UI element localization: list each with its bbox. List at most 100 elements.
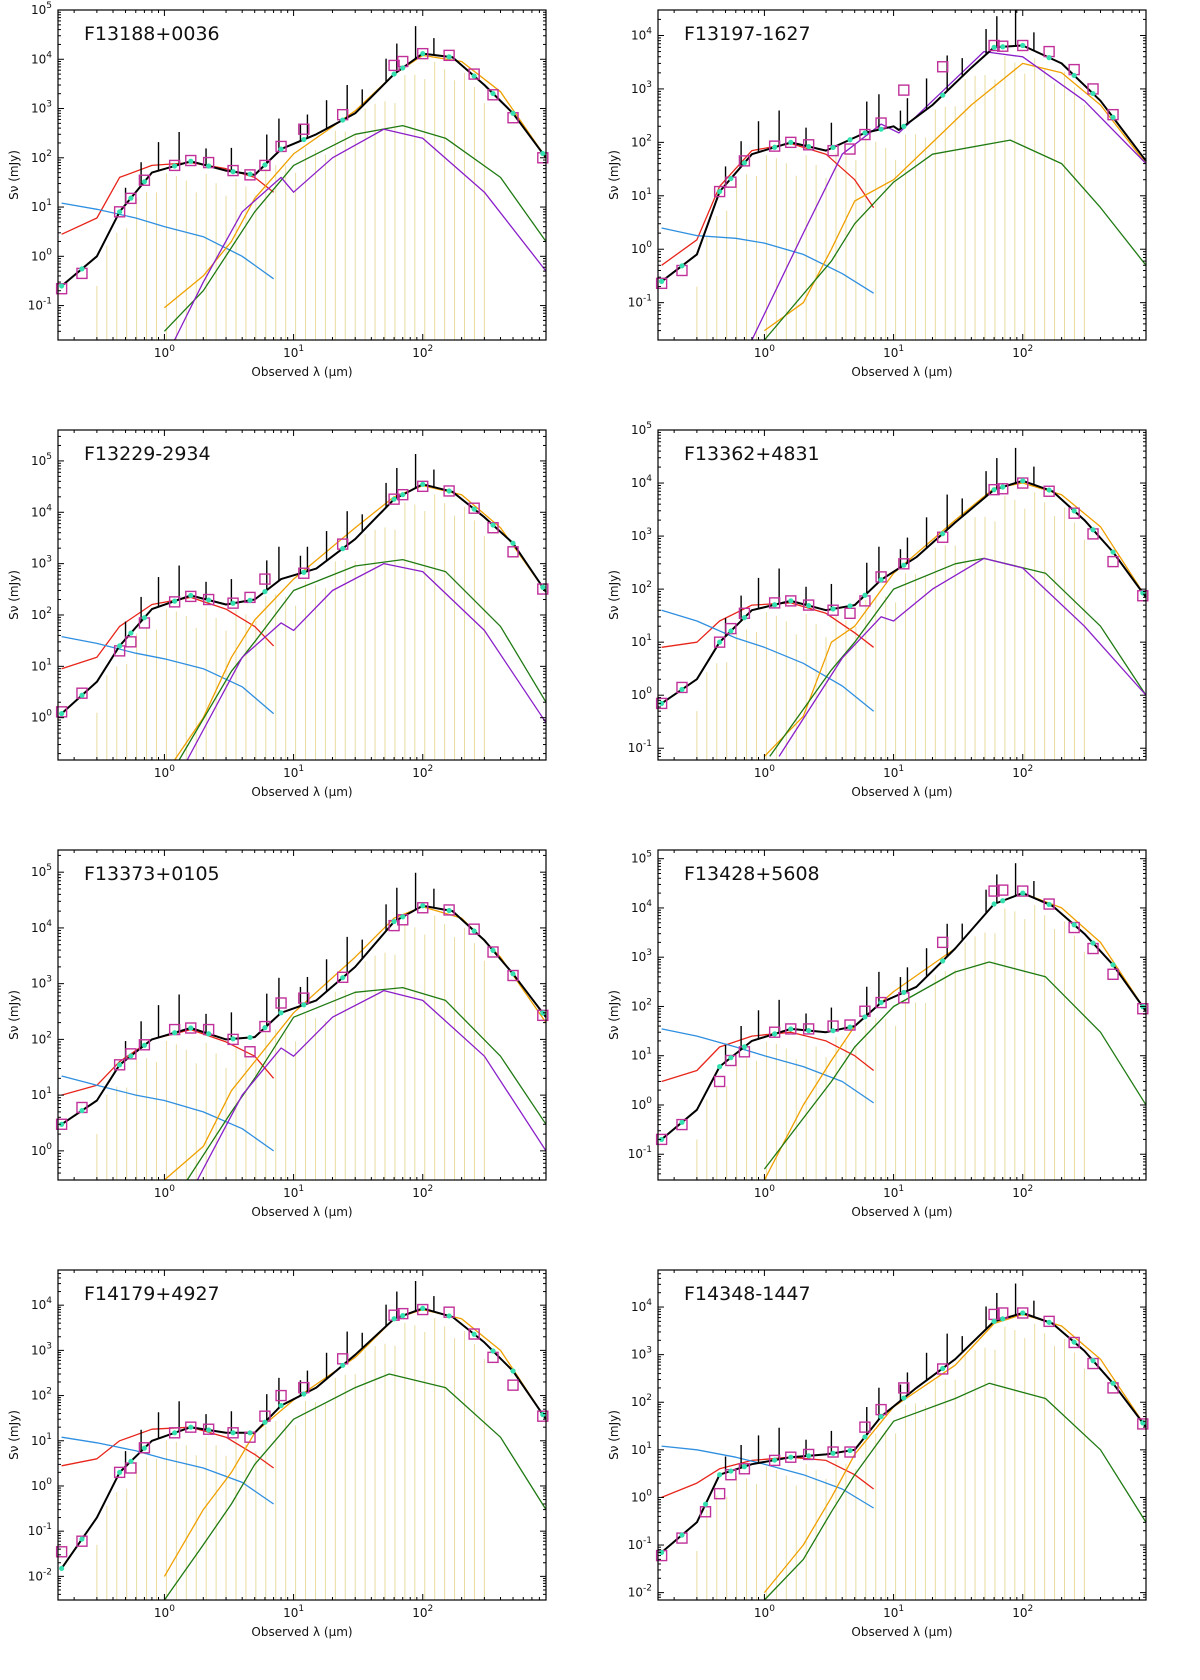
photometry-model-dot	[1110, 549, 1116, 555]
x-tick-label: 100	[154, 344, 175, 360]
emission-line-forest	[96, 1317, 485, 1600]
sed-panel: 100 101 102 10-2 10-1 100 101 102 103 104 Observed…	[600, 1260, 1200, 1680]
x-tick-label: 100	[754, 764, 775, 780]
photometry-box	[768, 1454, 781, 1467]
x-axis-label: Observed λ (μm)	[851, 1625, 952, 1639]
photometry-model-dot	[128, 630, 134, 636]
photometry-model-dot	[788, 1026, 794, 1032]
photometry-model-dot	[128, 1458, 134, 1464]
photometry-model-dot	[788, 139, 794, 145]
photometry-box	[713, 1487, 726, 1500]
photometry-model-dot	[391, 496, 397, 502]
photometry-box	[875, 996, 887, 1009]
photometry-box	[936, 61, 949, 73]
photometry-model-dot	[278, 146, 284, 152]
y-tick-label: 100	[31, 1477, 52, 1493]
photometry-box	[125, 1048, 137, 1060]
photometry-model-dot	[446, 488, 452, 494]
photometry-model-dot	[901, 123, 907, 130]
photometry-model-dot	[206, 1031, 212, 1037]
y-tick-label: 105	[631, 850, 652, 866]
y-tick-label: 102	[31, 1387, 52, 1403]
y-tick-label: 102	[631, 580, 652, 596]
photometry-model-dot	[728, 628, 734, 634]
photometry-model-dot	[830, 1028, 836, 1034]
photometry-model-dot	[141, 1445, 148, 1451]
y-tick-label: 101	[31, 198, 52, 214]
y-tick-label: 102	[31, 1030, 52, 1046]
sed-chart-svg: 100 101 102 10-1 100 101 102 103 104 105 Observed …	[607, 849, 1149, 1219]
photometry-model-dot	[391, 918, 397, 925]
photometry-model-dot	[420, 1305, 426, 1311]
y-tick-label: 105	[31, 1, 52, 17]
photometry-model-dot	[141, 1042, 148, 1048]
photometry-model-dot	[278, 1010, 284, 1016]
y-tick-label: 101	[631, 1047, 652, 1063]
photometry-box	[988, 39, 1000, 52]
plot-frame	[57, 849, 547, 1181]
plot-frame	[57, 429, 547, 761]
sed-panel: 100 101 102 100 101 102 103 104 105 Observed λ (μ…	[0, 840, 600, 1260]
photometry-model-dot	[728, 1055, 734, 1061]
photometry-box	[802, 1023, 815, 1035]
photometry-points	[655, 39, 1119, 290]
photometry-box	[1043, 1315, 1055, 1328]
x-tick-label: 101	[883, 344, 904, 360]
photometry-box	[768, 1026, 781, 1038]
photometry-model-dot	[471, 1331, 477, 1337]
plot-background	[58, 430, 546, 760]
y-tick-label: 100	[631, 1096, 652, 1112]
sed-panel: 100 101 102 10-1 100 101 102 103 104 105 Observed …	[600, 840, 1200, 1260]
plot-frame	[57, 9, 547, 341]
photometry-model-dot	[172, 1430, 178, 1436]
sed-chart-svg: 100 101 102 10-1 100 101 102 103 104 105 Observed …	[7, 1, 549, 379]
series-agn-disk-blue	[661, 1028, 874, 1104]
photometry-model-dot	[940, 531, 946, 537]
y-tick-label: 10-1	[628, 1145, 652, 1161]
photometry-box	[113, 1466, 126, 1479]
x-tick-label: 102	[1012, 1604, 1033, 1620]
emission-line-forest	[696, 904, 1085, 1180]
y-tick-label: 100	[31, 709, 52, 725]
x-axis-label: Observed λ (μm)	[251, 365, 352, 379]
photometry-model-dot	[230, 169, 236, 175]
photometry-model-dot	[59, 711, 65, 717]
photometry-model-dot	[247, 171, 253, 177]
photometry-box	[1043, 898, 1055, 910]
plot-frame	[657, 1269, 1147, 1601]
photometry-box	[827, 1446, 839, 1458]
y-tick-label: 10-1	[28, 1522, 52, 1538]
x-tick-label: 102	[412, 1184, 433, 1200]
photometry-model-dot	[1000, 898, 1006, 904]
photometry-model-dot	[1046, 901, 1052, 908]
y-axis-label: Sν (mJy)	[7, 1410, 21, 1460]
photometry-box	[138, 174, 151, 186]
photometry-box	[1017, 885, 1029, 897]
y-tick-label: 10-1	[628, 294, 652, 310]
x-tick-label: 101	[883, 764, 904, 780]
photometry-model-dot	[862, 1014, 868, 1020]
photometry-box	[1137, 1003, 1149, 1015]
x-tick-label: 100	[754, 344, 775, 360]
photometry-box	[1137, 1418, 1149, 1430]
series-starburst-orange	[763, 482, 1147, 757]
photometry-box	[655, 1133, 668, 1146]
photometry-model-dot	[806, 603, 812, 609]
y-tick-label: 101	[31, 1432, 52, 1448]
photometry-model-dot	[301, 1391, 307, 1397]
photometry-model-dot	[510, 1368, 516, 1374]
photometry-box	[1107, 555, 1119, 568]
photometry-box	[468, 923, 480, 935]
photometry-model-dot	[679, 1119, 685, 1125]
series-cold-purple	[186, 562, 547, 761]
x-tick-label: 100	[154, 764, 175, 780]
series-agn-disk-blue	[661, 1445, 874, 1509]
photometry-box	[397, 488, 409, 501]
photometry-model-dot	[301, 136, 307, 143]
photometry-model-dot	[79, 1107, 85, 1114]
photometry-model-dot	[1020, 478, 1026, 484]
photometry-box	[785, 136, 797, 149]
photometry-box	[802, 1448, 815, 1461]
photometry-model-dot	[247, 597, 253, 603]
photometry-box	[936, 1363, 949, 1375]
